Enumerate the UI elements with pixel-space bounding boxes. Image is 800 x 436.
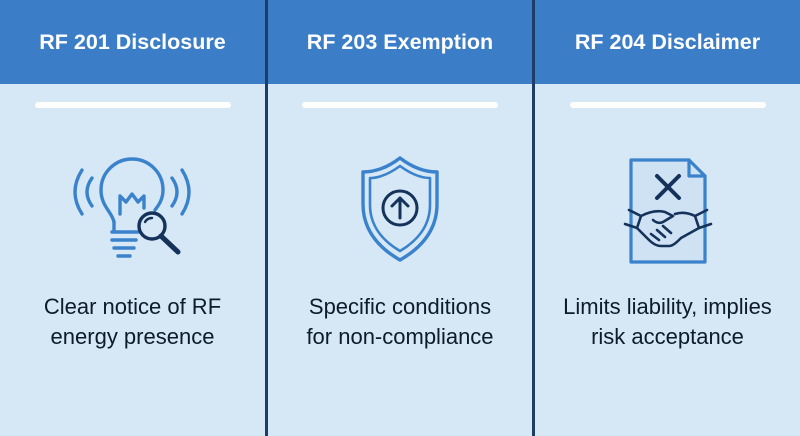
description-line-2: risk acceptance — [591, 324, 744, 349]
column-rf-201: RF 201 Disclosure — [0, 0, 265, 436]
description-line-2: for non-compliance — [306, 324, 494, 349]
column-description: Limits liability, implies risk acceptanc… — [535, 292, 800, 352]
column-description: Clear notice of RF energy presence — [0, 292, 265, 352]
column-description: Specific conditions for non-compliance — [268, 292, 532, 352]
document-handshake-icon — [603, 150, 733, 266]
lightbulb-magnifier-icon — [68, 150, 198, 266]
description-line-2: energy presence — [50, 324, 215, 349]
column-underline — [34, 102, 231, 108]
description-line-1: Limits liability, implies — [563, 294, 772, 319]
description-line-1: Clear notice of RF — [43, 294, 222, 319]
column-title: RF 203 Exemption — [268, 0, 532, 84]
column-underline — [302, 102, 498, 108]
column-underline — [569, 102, 766, 108]
column-rf-204: RF 204 Disclaimer — [535, 0, 800, 436]
description-line-1: Specific conditions — [308, 294, 492, 319]
column-rf-203: RF 203 Exemption Specific conditions for… — [268, 0, 532, 436]
shield-up-arrow-icon — [335, 150, 465, 266]
column-title: RF 201 Disclosure — [0, 0, 265, 84]
column-title: RF 204 Disclaimer — [535, 0, 800, 84]
